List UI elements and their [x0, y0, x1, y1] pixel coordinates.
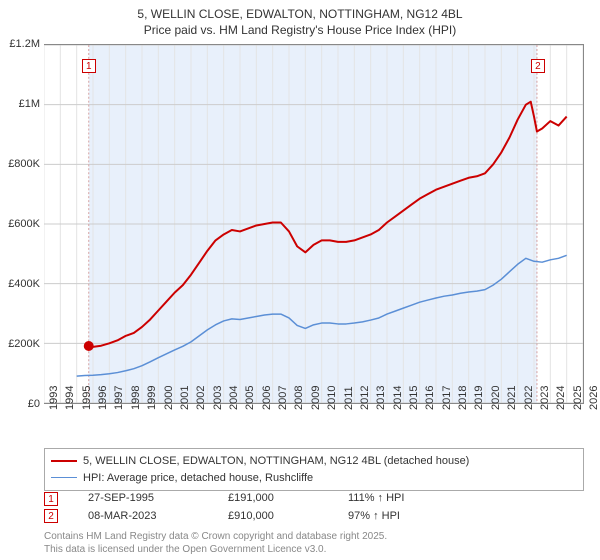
x-tick-label: 2018	[457, 386, 469, 410]
y-tick-label: £600K	[8, 218, 40, 230]
x-tick-label: 2021	[506, 386, 518, 410]
x-tick-label: 2026	[588, 386, 600, 410]
sales-marker: 2	[44, 509, 58, 523]
sales-row: 2 08-MAR-2023 £910,000 97% ↑ HPI	[44, 508, 584, 526]
x-tick-label: 1995	[81, 386, 93, 410]
x-tick-label: 1994	[64, 386, 76, 410]
legend-swatch	[51, 460, 77, 462]
x-tick-label: 2013	[375, 386, 387, 410]
x-tick-label: 2016	[424, 386, 436, 410]
y-tick-label: £0	[28, 398, 40, 410]
x-tick-label: 2014	[392, 386, 404, 410]
x-tick-label: 2006	[261, 386, 273, 410]
x-tick-label: 2012	[359, 386, 371, 410]
legend: 5, WELLIN CLOSE, EDWALTON, NOTTINGHAM, N…	[44, 448, 584, 491]
x-tick-label: 2025	[572, 386, 584, 410]
sales-marker: 1	[44, 492, 58, 506]
sales-price: £191,000	[228, 490, 338, 508]
x-tick-label: 2015	[408, 386, 420, 410]
x-tick-label: 2011	[343, 386, 355, 410]
sales-table: 1 27-SEP-1995 £191,000 111% ↑ HPI 2 08-MAR-20…	[44, 490, 584, 525]
y-tick-label: £1M	[19, 98, 40, 110]
legend-label: 5, WELLIN CLOSE, EDWALTON, NOTTINGHAM, N…	[83, 453, 469, 470]
sales-row: 1 27-SEP-1995 £191,000 111% ↑ HPI	[44, 490, 584, 508]
sales-date: 08-MAR-2023	[88, 508, 218, 526]
y-tick-label: £800K	[8, 158, 40, 170]
sales-pct: 97% ↑ HPI	[348, 508, 458, 526]
chart-plot-area: 12	[44, 44, 584, 404]
x-tick-label: 1998	[130, 386, 142, 410]
x-tick-label: 2019	[473, 386, 485, 410]
x-tick-label: 1999	[146, 386, 158, 410]
sales-pct: 111% ↑ HPI	[348, 490, 458, 508]
y-axis: £0£200K£400K£600K£800K£1M£1.2M	[0, 44, 42, 404]
sales-date: 27-SEP-1995	[88, 490, 218, 508]
chart-title: 5, WELLIN CLOSE, EDWALTON, NOTTINGHAM, N…	[0, 0, 600, 42]
x-tick-label: 2000	[163, 386, 175, 410]
y-tick-label: £400K	[8, 278, 40, 290]
x-tick-label: 2024	[555, 386, 567, 410]
chart-marker-2: 2	[531, 59, 545, 73]
x-tick-label: 2022	[523, 386, 535, 410]
x-tick-label: 2009	[310, 386, 322, 410]
x-tick-label: 2020	[490, 386, 502, 410]
x-tick-label: 2010	[326, 386, 338, 410]
footer-attribution: Contains HM Land Registry data © Crown c…	[44, 530, 387, 556]
x-tick-label: 2005	[244, 386, 256, 410]
x-tick-label: 2004	[228, 386, 240, 410]
x-tick-label: 1997	[113, 386, 125, 410]
x-tick-label: 1996	[97, 386, 109, 410]
y-tick-label: £1.2M	[9, 38, 40, 50]
x-tick-label: 2001	[179, 386, 191, 410]
x-tick-label: 1993	[48, 386, 60, 410]
x-tick-label: 2002	[195, 386, 207, 410]
legend-label: HPI: Average price, detached house, Rush…	[83, 470, 313, 487]
y-tick-label: £200K	[8, 338, 40, 350]
footer-line-2: This data is licensed under the Open Gov…	[44, 543, 387, 556]
legend-swatch	[51, 477, 77, 478]
title-line-1: 5, WELLIN CLOSE, EDWALTON, NOTTINGHAM, N…	[0, 6, 600, 22]
x-tick-label: 2023	[539, 386, 551, 410]
chart-marker-1: 1	[82, 59, 96, 73]
x-tick-label: 2003	[212, 386, 224, 410]
legend-row: HPI: Average price, detached house, Rush…	[51, 470, 577, 487]
x-tick-label: 2017	[441, 386, 453, 410]
legend-row: 5, WELLIN CLOSE, EDWALTON, NOTTINGHAM, N…	[51, 453, 577, 470]
x-tick-label: 2007	[277, 386, 289, 410]
x-tick-label: 2008	[293, 386, 305, 410]
chart-svg	[44, 45, 583, 403]
footer-line-1: Contains HM Land Registry data © Crown c…	[44, 530, 387, 543]
title-line-2: Price paid vs. HM Land Registry's House …	[0, 22, 600, 38]
x-axis: 1993199419951996199719981999200020012002…	[44, 408, 584, 448]
sales-price: £910,000	[228, 508, 338, 526]
